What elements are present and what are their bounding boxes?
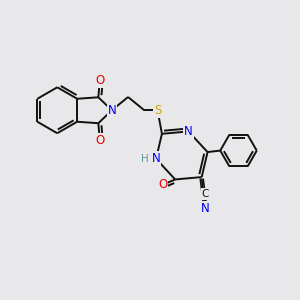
Text: N: N [152, 152, 161, 165]
Text: O: O [95, 74, 104, 87]
Text: S: S [154, 104, 161, 117]
Text: H: H [141, 154, 149, 164]
Text: O: O [158, 178, 167, 191]
Text: O: O [95, 134, 104, 147]
Text: N: N [201, 202, 210, 214]
Text: C: C [202, 189, 209, 199]
Text: N: N [184, 125, 193, 138]
Text: N: N [107, 104, 116, 117]
